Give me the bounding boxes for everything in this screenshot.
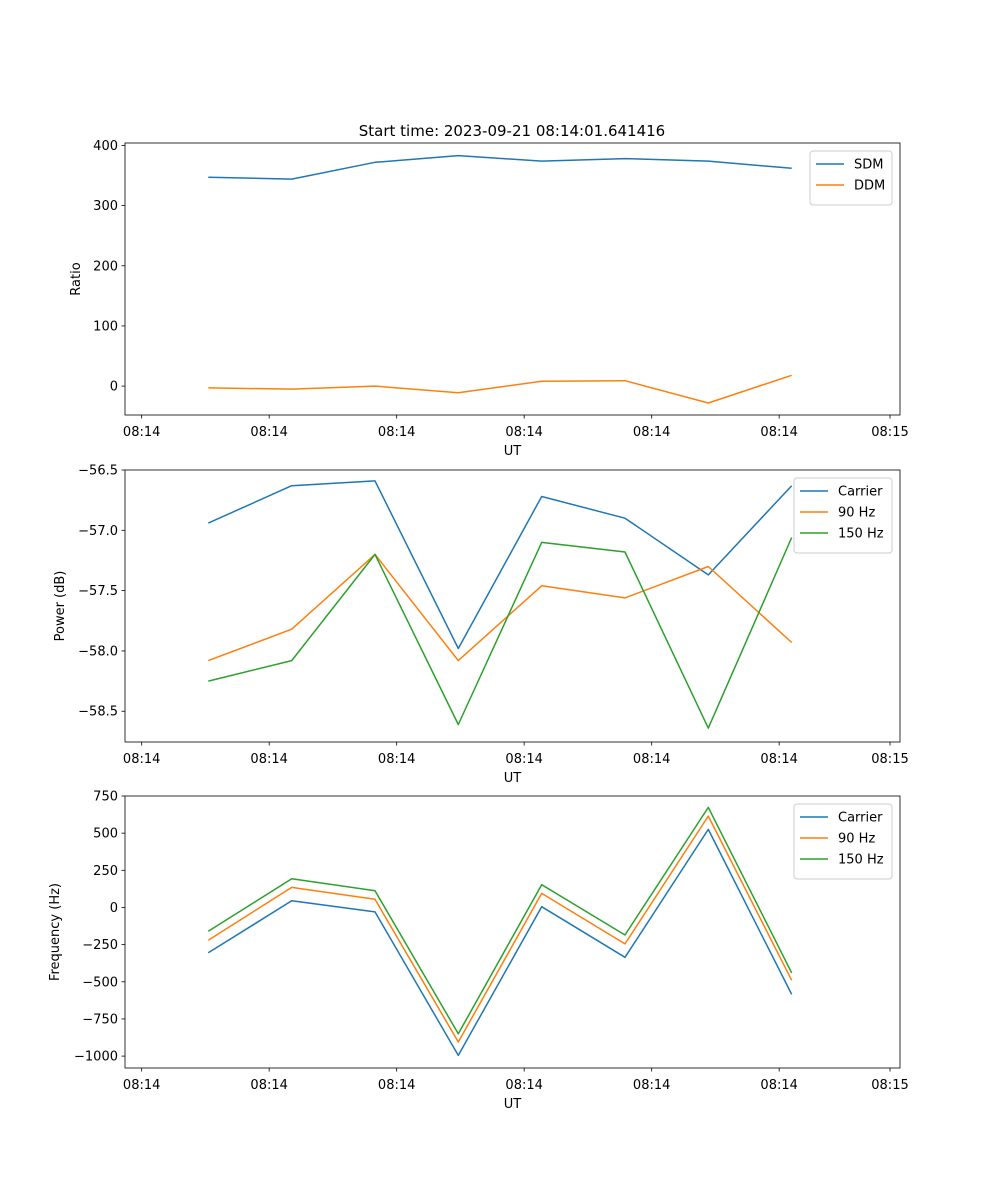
x-tick-label: 08:14: [378, 1078, 415, 1093]
x-axis-label: UT: [504, 1097, 522, 1112]
legend-label: 90 Hz: [838, 832, 875, 847]
x-tick-label: 08:14: [633, 1078, 670, 1093]
x-tick-label: 08:14: [123, 425, 160, 440]
legend: SDM DDM: [809, 150, 893, 206]
y-tick-label: −750: [82, 1012, 118, 1027]
axes-frame: [124, 469, 901, 743]
series-line-carrier: [207, 828, 793, 1057]
series-line-90-hz: [208, 553, 793, 662]
y-tick-label: −57.5: [78, 584, 118, 599]
x-tick-label: 08:15: [871, 425, 908, 440]
x-tick-label: 08:14: [633, 752, 670, 767]
x-tick-label: 08:14: [760, 1078, 797, 1093]
x-tick-label: 08:14: [250, 752, 287, 767]
y-tick-label: 250: [93, 864, 118, 879]
y-axis-label: Frequency (Hz): [48, 883, 63, 981]
series-line-ddm: [208, 374, 792, 404]
x-axis-label: UT: [504, 771, 522, 786]
y-tick-label: −250: [82, 938, 118, 953]
y-tick-label: −58.5: [78, 705, 118, 720]
y-axis-label: Power (dB): [53, 571, 68, 642]
series-line-carrier: [207, 480, 793, 650]
y-tick-label: 0: [110, 380, 118, 395]
subplot-2: 08:14 08:14 08:14 08:14 08:14 08:14 08:15 −58.5…: [53, 464, 909, 787]
subplot-1: 08:14 08:14 08:14 08:14 08:14 08:14 08:15 0 100 2…: [69, 139, 909, 459]
legend: Carrier 90 Hz 150 Hz: [793, 803, 893, 880]
series-line-150-hz: [208, 537, 793, 729]
y-tick-label: 200: [93, 259, 118, 274]
x-tick-label: 08:14: [760, 752, 797, 767]
y-tick-label: −500: [82, 975, 118, 990]
legend: Carrier 90 Hz 150 Hz: [793, 477, 893, 554]
x-tick-label: 08:15: [871, 1078, 908, 1093]
x-tick-label: 08:14: [378, 425, 415, 440]
legend-label: 150 Hz: [838, 527, 884, 542]
legend-label: SDM: [854, 158, 883, 173]
x-tick-label: 08:14: [123, 752, 160, 767]
x-axis-label: UT: [504, 444, 522, 459]
legend-label: DDM: [854, 179, 885, 194]
series-line-150-hz: [207, 806, 793, 1035]
y-tick-label: 100: [93, 319, 118, 334]
x-tick-label: 08:14: [123, 1078, 160, 1093]
y-tick-label: 400: [93, 139, 118, 154]
legend-label: Carrier: [838, 811, 883, 826]
x-tick-label: 08:14: [505, 425, 542, 440]
x-tick-label: 08:14: [505, 752, 542, 767]
x-tick-label: 08:15: [871, 752, 908, 767]
subplot-3: 08:14 08:14 08:14 08:14 08:14 08:14 08:15 −1000…: [48, 790, 909, 1113]
y-tick-label: 500: [93, 827, 118, 842]
y-tick-label: −57.0: [78, 524, 118, 539]
subplots: 08:14 08:14 08:14 08:14 08:14 08:14 08:15 0 100 2…: [48, 139, 909, 1112]
y-tick-label: −56.5: [78, 464, 118, 479]
y-axis-label: Ratio: [69, 262, 84, 295]
y-tick-label: −1000: [74, 1050, 118, 1065]
series-line-sdm: [208, 154, 792, 180]
y-tick-label: 300: [93, 199, 118, 214]
legend-box: [793, 477, 893, 554]
y-tick-label: 750: [93, 790, 118, 805]
legend-label: Carrier: [838, 485, 883, 500]
legend-box: [793, 803, 893, 880]
x-tick-label: 08:14: [760, 425, 797, 440]
x-tick-label: 08:14: [378, 752, 415, 767]
x-tick-label: 08:14: [250, 425, 287, 440]
axes-frame: [124, 795, 901, 1069]
series-line-90-hz: [207, 815, 793, 1043]
legend-label: 150 Hz: [838, 853, 884, 868]
legend-label: 90 Hz: [838, 506, 875, 521]
y-tick-label: −58.0: [78, 644, 118, 659]
x-tick-label: 08:14: [250, 1078, 287, 1093]
x-tick-label: 08:14: [633, 425, 670, 440]
axes-frame: [124, 142, 901, 416]
y-tick-label: 0: [110, 901, 118, 916]
figure-title: Start time: 2023-09-21 08:14:01.641416: [359, 122, 665, 140]
x-tick-label: 08:14: [505, 1078, 542, 1093]
